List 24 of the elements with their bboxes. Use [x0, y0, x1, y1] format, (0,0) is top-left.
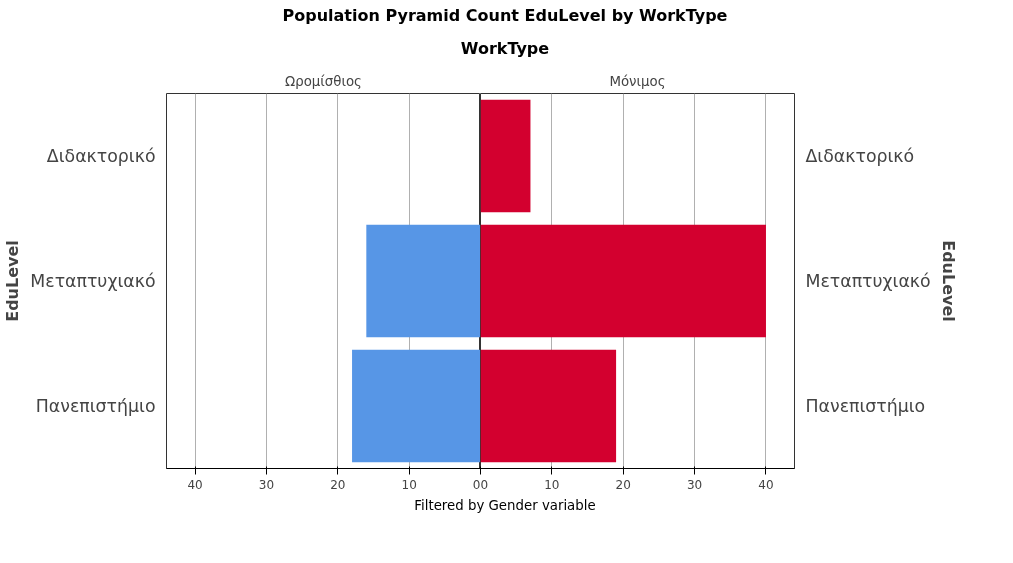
- x-tick-label: 40: [758, 477, 774, 492]
- y-tick-label: Πανεπιστήμιο: [805, 395, 926, 416]
- x-tick-label: 30: [258, 477, 275, 492]
- y-axis-title: EduLevel: [3, 239, 23, 322]
- x-tick-label: 10: [544, 477, 560, 492]
- x-tick-label: 40: [187, 477, 203, 492]
- text: Filtered by Gender variable: [414, 496, 596, 515]
- chart-title: Population Pyramid Count EduLevel by WorkType: [282, 5, 728, 27]
- y-tick-label: Μεταπτυχιακό: [805, 270, 931, 291]
- text: Ωρομίσθιος: [285, 73, 362, 89]
- chart-subtitle: WorkType: [460, 37, 550, 60]
- x-tick-label: 0: [480, 477, 489, 492]
- x-tick-label: 0: [472, 477, 481, 492]
- x-tick-label: 20: [615, 477, 631, 492]
- y-tick-label: Μεταπτυχιακό: [30, 270, 156, 291]
- x-tick-label: 30: [686, 477, 703, 492]
- text: Μόνιμος: [609, 73, 666, 89]
- y-tick-label: Διδακτορικό: [46, 145, 156, 166]
- bar: [480, 99, 531, 212]
- x-tick-label: 20: [330, 477, 346, 492]
- y2-axis-title: EduLevel: [938, 239, 958, 322]
- y-tick-label: Πανεπιστήμιο: [35, 395, 156, 416]
- y-tick-label: Διδακτορικό: [805, 145, 915, 166]
- x-tick-label: 10: [401, 477, 417, 492]
